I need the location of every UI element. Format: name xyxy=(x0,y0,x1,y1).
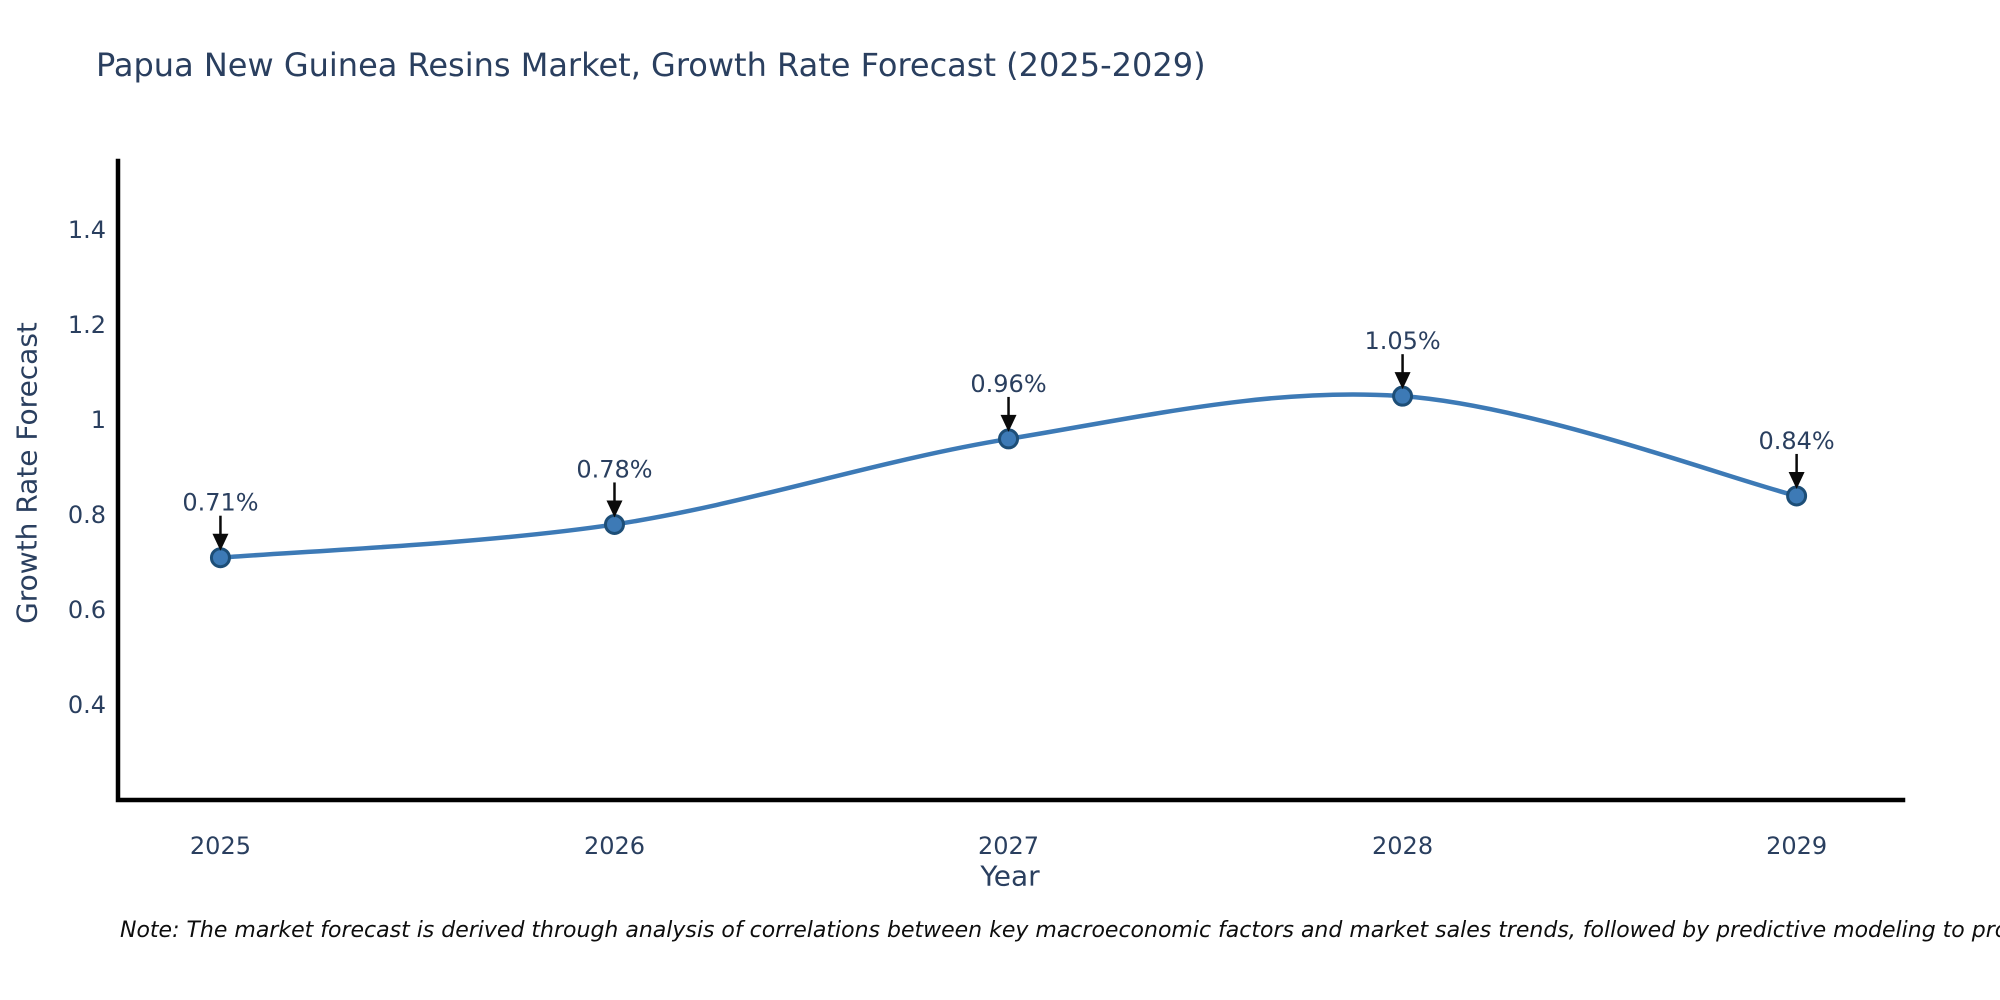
data-point-marker xyxy=(209,547,231,569)
y-tick-label: 1.2 xyxy=(68,311,106,339)
x-axis-title: Year xyxy=(980,859,1040,893)
x-tick-label: 2029 xyxy=(1766,832,1827,860)
data-point-marker xyxy=(603,513,625,535)
annotation-arrow-head xyxy=(1394,372,1411,390)
y-axis-title: Growth Rate Forecast xyxy=(10,322,44,624)
footnote: Note: The market forecast is derived thr… xyxy=(120,918,2000,943)
data-point-marker xyxy=(1392,385,1414,407)
axis-lines xyxy=(115,158,1906,803)
annotation-arrow-head xyxy=(212,533,229,551)
x-tick-label: 2027 xyxy=(978,832,1039,860)
x-tick-label: 2026 xyxy=(584,832,645,860)
point-value-label: 0.96% xyxy=(970,370,1046,398)
annotation-arrow-head xyxy=(1000,414,1017,432)
y-tick-label: 0.8 xyxy=(68,501,106,529)
y-tick-label: 0.6 xyxy=(68,596,106,624)
y-tick-label: 1.4 xyxy=(68,216,106,244)
annotation-arrow-head xyxy=(1788,471,1805,489)
chart-title: Papua New Guinea Resins Market, Growth R… xyxy=(96,46,1206,84)
point-value-label: 0.84% xyxy=(1758,427,1834,455)
x-tick-label: 2028 xyxy=(1372,832,1433,860)
data-point-marker xyxy=(1786,485,1808,507)
annotation-arrow-head xyxy=(606,500,623,518)
y-tick-label: 0.4 xyxy=(68,691,106,719)
point-value-label: 0.71% xyxy=(182,489,258,517)
data-point-marker xyxy=(998,428,1020,450)
point-value-label: 0.78% xyxy=(576,455,652,483)
point-value-label: 1.05% xyxy=(1364,327,1440,355)
y-tick-label: 1 xyxy=(91,406,106,434)
x-tick-label: 2025 xyxy=(190,832,251,860)
